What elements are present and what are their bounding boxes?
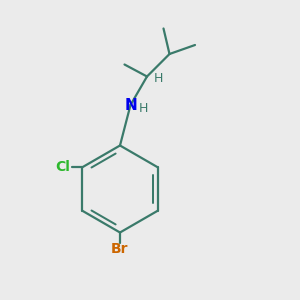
Text: H: H	[138, 102, 148, 115]
Text: N: N	[124, 98, 137, 112]
Text: H: H	[154, 72, 163, 86]
Text: Cl: Cl	[56, 160, 70, 174]
Text: Br: Br	[111, 242, 129, 256]
